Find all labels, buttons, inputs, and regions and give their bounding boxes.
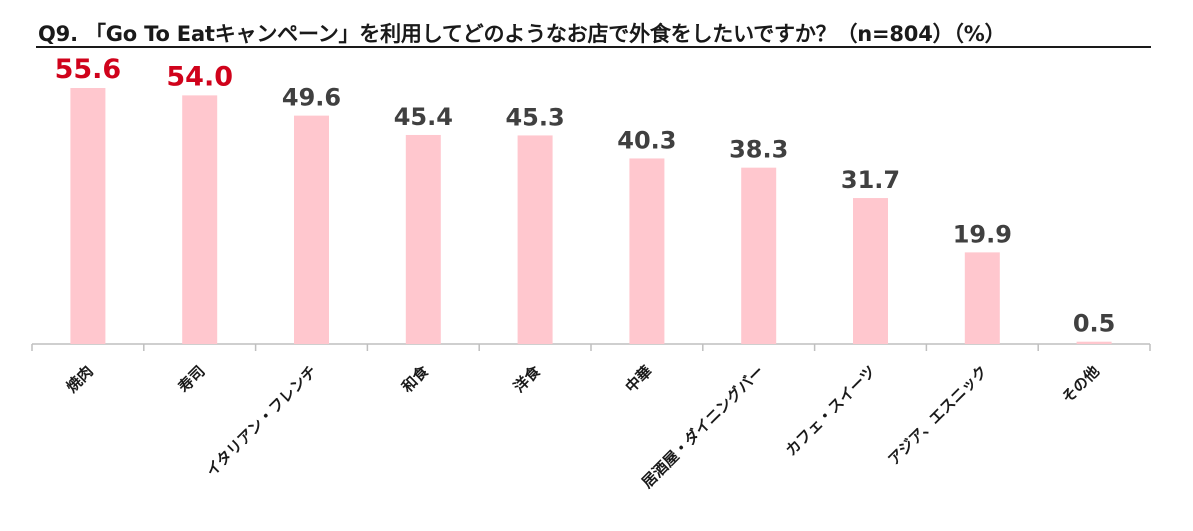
bar [741, 167, 777, 344]
bar [70, 88, 106, 344]
chart-title: Q9. 「Go To Eatキャンペーン」を利用してどのようなお店で外食をしたい… [38, 22, 1006, 46]
category-tick-label: アジア、エスニック [884, 362, 991, 469]
bar [629, 158, 665, 344]
title-underline [36, 46, 1151, 48]
category-tick-label: その他 [1058, 362, 1103, 407]
category-tick-label: 寿司 [175, 362, 209, 396]
category-tick-label: イタリアン・フレンチ [202, 362, 320, 480]
category-tick-label: 居酒屋・ダイニングバー [638, 362, 767, 491]
data-label: 19.9 [953, 220, 1012, 248]
bar [182, 95, 218, 344]
data-label: 45.3 [505, 103, 564, 131]
bar [964, 252, 1000, 344]
data-label: 38.3 [729, 136, 788, 164]
data-label: 0.5 [1073, 310, 1116, 338]
bar [853, 198, 888, 344]
bar [1076, 341, 1112, 344]
category-tick-label: カフェ・スイーツ [782, 362, 879, 459]
category-tick-label: 洋食 [510, 361, 545, 396]
data-label: 55.6 [55, 54, 122, 85]
category-tick-label: 中華 [622, 362, 656, 396]
bar [294, 115, 329, 344]
bar [517, 135, 553, 344]
bar [405, 134, 441, 344]
data-label: 45.4 [394, 103, 453, 131]
data-label: 31.7 [841, 166, 900, 194]
category-tick-label: 焼肉 [63, 362, 97, 396]
data-label: 40.3 [617, 126, 676, 154]
category-tick-label: 和食 [398, 361, 433, 396]
data-label: 49.6 [282, 84, 341, 112]
data-label: 54.0 [166, 61, 233, 92]
